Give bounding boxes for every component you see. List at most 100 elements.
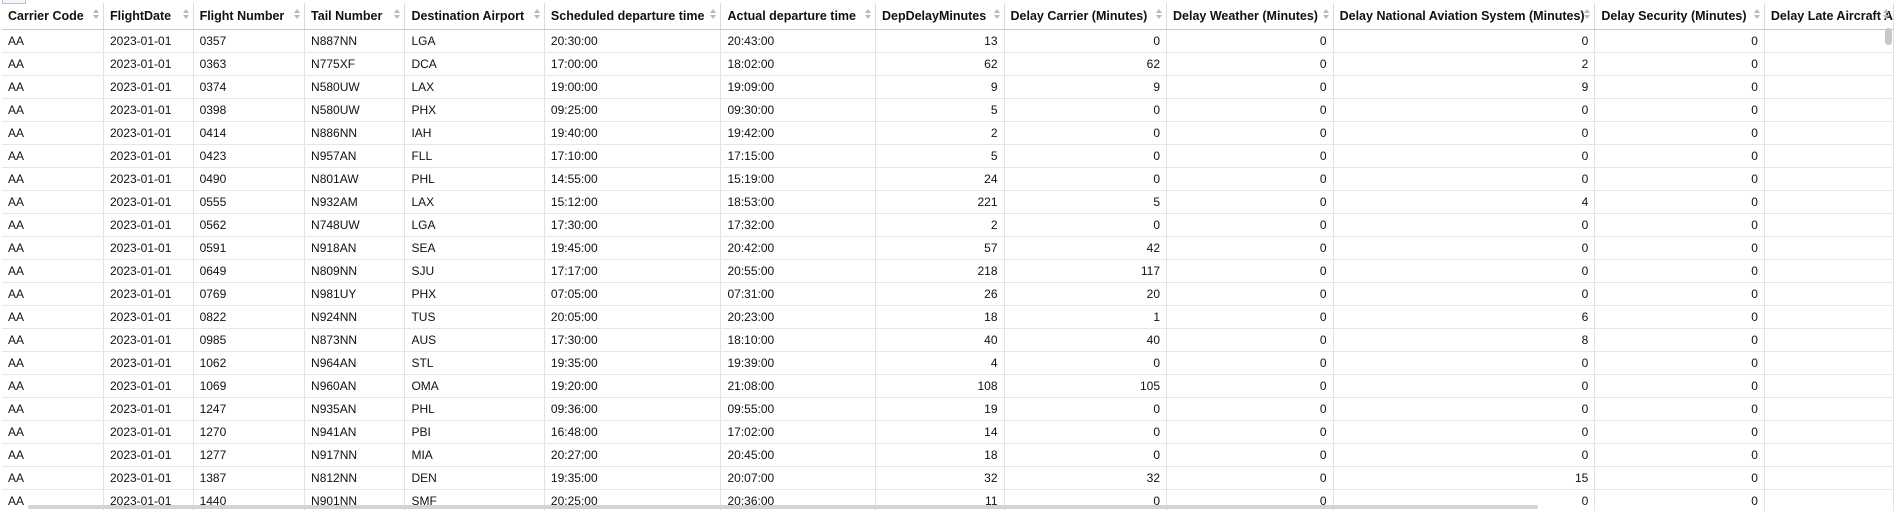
table-cell: 0374 (193, 75, 306, 99)
table-row[interactable]: AA 2023-01-01 0649 N809NN SJU 17:17:00 20:55:0… (2, 259, 1894, 283)
sort-arrows-icon[interactable] (394, 9, 401, 21)
sort-arrows-icon[interactable] (182, 9, 189, 21)
table-row[interactable]: AA 2023-01-01 0398 N580UW PHX 09:25:00 09:30:0… (2, 98, 1894, 122)
table-cell: 0363 (193, 52, 306, 76)
column-header[interactable]: Delay Carrier (Minutes) (1004, 3, 1167, 30)
table-cell: AA (2, 52, 104, 76)
table-cell: 9 (875, 75, 1005, 99)
table-cell: 32 (1004, 466, 1167, 490)
table-cell: AA (2, 121, 104, 145)
table-cell: 0 (1594, 466, 1765, 490)
sort-arrows-icon[interactable] (1322, 9, 1329, 21)
table-cell: 07:31:00 (720, 282, 876, 306)
sort-arrows-icon[interactable] (92, 9, 99, 21)
table-cell: 4 (875, 351, 1005, 375)
vertical-scroll-thumb[interactable] (1885, 28, 1892, 45)
column-header[interactable]: Flight Number (193, 3, 306, 30)
table-cell (1764, 374, 1894, 398)
table-row[interactable]: AA 2023-01-01 0363 N775XF DCA 17:00:00 18:02:0… (2, 52, 1894, 76)
table-cell: 0 (1004, 420, 1167, 444)
table-row[interactable]: AA 2023-01-01 1247 N935AN PHL 09:36:00 09:55:0… (2, 397, 1894, 421)
table-cell: 0 (1333, 121, 1596, 145)
table-cell: 0 (1594, 328, 1765, 352)
table-cell: 62 (1004, 52, 1167, 76)
table-cell: 0 (1594, 397, 1765, 421)
column-header[interactable]: FlightDate (103, 3, 194, 30)
table-row[interactable]: AA 2023-01-01 0562 N748UW LGA 17:30:00 17:32:0… (2, 213, 1894, 237)
table-cell: N812NN (304, 466, 406, 490)
table-cell: 0 (1594, 374, 1765, 398)
table-cell: AA (2, 75, 104, 99)
table-cell: 6 (1333, 305, 1596, 329)
sort-arrows-icon[interactable] (294, 9, 301, 21)
column-header[interactable]: Delay Security (Minutes) (1594, 3, 1765, 30)
table-row[interactable]: AA 2023-01-01 1062 N964AN STL 19:35:00 19:39:0… (2, 351, 1894, 375)
table-row[interactable]: AA 2023-01-01 0985 N873NN AUS 17:30:00 18:10:0… (2, 328, 1894, 352)
table-cell: 17:30:00 (544, 328, 722, 352)
table-cell: 0 (1004, 144, 1167, 168)
column-header[interactable]: Carrier Code (2, 3, 104, 30)
table-cell: 2 (1333, 52, 1596, 76)
table-cell: 0 (1594, 489, 1765, 511)
table-row[interactable]: AA 2023-01-01 0357 N887NN LGA 20:30:00 20:43:0… (2, 29, 1894, 53)
column-header-label: Delay Weather (Minutes) (1173, 9, 1318, 23)
column-header[interactable]: Delay National Aviation System (Minutes) (1333, 3, 1596, 30)
table-row[interactable]: AA 2023-01-01 0769 N981UY PHX 07:05:00 07:31:0… (2, 282, 1894, 306)
sort-arrows-icon[interactable] (864, 9, 871, 21)
sort-arrows-icon[interactable] (533, 9, 540, 21)
table-cell: 2023-01-01 (103, 236, 194, 260)
horizontal-scroll-thumb[interactable] (28, 505, 1538, 509)
column-header[interactable]: Delay Late Aircraft A (1764, 3, 1894, 30)
table-cell: AA (2, 443, 104, 467)
sort-arrows-icon[interactable] (1883, 9, 1889, 21)
table-row[interactable]: AA 2023-01-01 0423 N957AN FLL 17:10:00 17:15:0… (2, 144, 1894, 168)
sort-arrows-icon[interactable] (1753, 9, 1760, 21)
table-cell: N580UW (304, 75, 406, 99)
horizontal-scrollbar[interactable] (28, 503, 1888, 511)
table-cell: 0555 (193, 190, 306, 214)
table-cell: 9 (1333, 75, 1596, 99)
table-cell: 218 (875, 259, 1005, 283)
column-header[interactable]: Actual departure time (720, 3, 876, 30)
vertical-scrollbar[interactable] (1882, 26, 1894, 504)
table-cell (1764, 305, 1894, 329)
table-row[interactable]: AA 2023-01-01 0490 N801AW PHL 14:55:00 15:19:0… (2, 167, 1894, 191)
sort-arrows-icon[interactable] (710, 9, 717, 21)
table-cell: 1062 (193, 351, 306, 375)
table-cell: 32 (875, 466, 1005, 490)
column-header[interactable]: Scheduled departure time (544, 3, 722, 30)
table-row[interactable]: AA 2023-01-01 0822 N924NN TUS 20:05:00 20:23:0… (2, 305, 1894, 329)
sort-arrows-icon[interactable] (993, 9, 1000, 21)
table-cell: 0 (1004, 443, 1167, 467)
table-cell: 0 (1166, 420, 1334, 444)
table-cell: 0 (1166, 374, 1334, 398)
table-cell: 20:27:00 (544, 443, 722, 467)
table-cell: 20:05:00 (544, 305, 722, 329)
table-cell: 0 (1333, 259, 1596, 283)
table-cell: 2023-01-01 (103, 328, 194, 352)
table-cell: 17:30:00 (544, 213, 722, 237)
table-row[interactable]: AA 2023-01-01 0591 N918AN SEA 19:45:00 20:42:0… (2, 236, 1894, 260)
table-row[interactable]: AA 2023-01-01 1069 N960AN OMA 19:20:00 21:08:0… (2, 374, 1894, 398)
column-header[interactable]: Destination Airport (404, 3, 545, 30)
table-row[interactable]: AA 2023-01-01 1387 N812NN DEN 19:35:00 20:07:0… (2, 466, 1894, 490)
table-cell: 0 (1333, 282, 1596, 306)
table-row[interactable]: AA 2023-01-01 1277 N917NN MIA 20:27:00 20:45:0… (2, 443, 1894, 467)
table-row[interactable]: AA 2023-01-01 0414 N886NN IAH 19:40:00 19:42:0… (2, 121, 1894, 145)
table-row[interactable]: AA 2023-01-01 0374 N580UW LAX 19:00:00 19:09:0… (2, 75, 1894, 99)
sort-arrows-icon[interactable] (1584, 9, 1591, 21)
table-cell: 0490 (193, 167, 306, 191)
column-header[interactable]: DepDelayMinutes (875, 3, 1005, 30)
table-cell: 0 (1594, 29, 1765, 53)
column-header-label: Delay Carrier (Minutes) (1010, 9, 1148, 23)
corner-tab[interactable] (2, 0, 26, 4)
table-cell: 15:19:00 (720, 167, 876, 191)
column-header[interactable]: Delay Weather (Minutes) (1166, 3, 1334, 30)
table-row[interactable]: AA 2023-01-01 0555 N932AM LAX 15:12:00 18:53:0… (2, 190, 1894, 214)
column-header[interactable]: Tail Number (304, 3, 406, 30)
table-cell: 0 (1333, 374, 1596, 398)
column-header-label: DepDelayMinutes (881, 9, 987, 23)
sort-arrows-icon[interactable] (1156, 9, 1162, 21)
table-row[interactable]: AA 2023-01-01 1270 N941AN PBI 16:48:00 17:02:0… (2, 420, 1894, 444)
